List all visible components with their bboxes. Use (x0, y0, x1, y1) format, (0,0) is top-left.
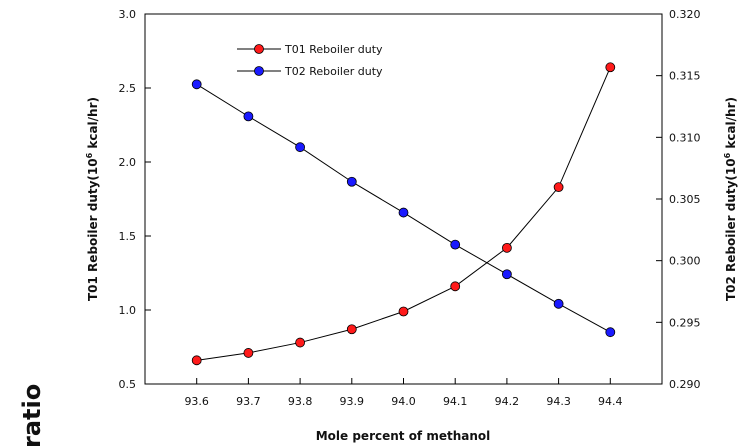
y-right-tick-label: 0.305 (669, 193, 701, 206)
y-right-tick-label: 0.320 (669, 8, 701, 21)
series-1-point (450, 281, 461, 292)
legend-marker-t01 (254, 44, 264, 54)
y-left-label-exp: 6 (85, 152, 94, 158)
series-1-point (398, 306, 409, 317)
series-1-point (191, 355, 202, 366)
y-right-axis-title: T02 Reboiler duty(106 kcal/hr) (723, 97, 738, 301)
y-left-label-suffix: kcal/hr) (86, 97, 100, 153)
x-tick-label: 93.8 (288, 395, 313, 408)
series-2-point (605, 327, 616, 338)
series-2-point (501, 269, 512, 280)
series-1-point (346, 324, 357, 335)
legend-label-t02: T02 Reboiler duty (284, 65, 383, 78)
series-1-point (605, 62, 616, 73)
plot-frame (144, 13, 663, 385)
series-2-point (398, 207, 409, 218)
legend-label-t01: T01 Reboiler duty (284, 43, 383, 56)
x-tick-label: 94.2 (495, 395, 520, 408)
y-left-tick-label: 2.5 (119, 82, 137, 95)
x-tick-label: 93.6 (184, 395, 209, 408)
x-tick-label: 94.1 (443, 395, 468, 408)
y-right-tick-label: 0.300 (669, 255, 701, 268)
x-tick-label: 94.4 (598, 395, 623, 408)
x-tick-label: 94.0 (391, 395, 416, 408)
series-2-point (553, 298, 564, 309)
legend: T01 Reboiler duty T02 Reboiler duty (237, 43, 383, 78)
series-2-point (346, 176, 357, 187)
series-1-point (553, 182, 564, 193)
ticks: 93.6 93.7 93.8 93.9 94.0 94.1 94.2 94.3 94.4 0.5 1… (119, 8, 701, 408)
y-left-tick-label: 0.5 (119, 378, 137, 391)
y-left-tick-label: 2.0 (119, 156, 137, 169)
y-left-label-prefix: T01 Reboiler duty(10 (86, 158, 100, 301)
x-tick-label: 93.9 (340, 395, 365, 408)
series-1-point (243, 348, 254, 358)
y-right-label-exp: 6 (723, 152, 732, 158)
series-markers (191, 62, 616, 366)
series-2-point (450, 239, 461, 250)
series-2-point (295, 142, 306, 153)
series-1-point (295, 337, 306, 348)
y-right-label-suffix: kcal/hr) (724, 97, 738, 153)
side-text: ratio (18, 383, 46, 448)
y-left-axis-title: T01 Reboiler duty(106 kcal/hr) (85, 97, 100, 301)
y-right-tick-label: 0.310 (669, 131, 701, 144)
x-tick-label: 93.7 (236, 395, 261, 408)
y-right-tick-label: 0.290 (669, 378, 701, 391)
y-right-tick-label: 0.295 (669, 316, 701, 329)
legend-marker-t02 (254, 66, 264, 76)
y-left-tick-label: 1.0 (119, 304, 137, 317)
y-right-label-prefix: T02 Reboiler duty(10 (724, 158, 738, 301)
x-axis-title: Mole percent of methanol (316, 429, 491, 443)
x-tick-label: 94.3 (546, 395, 571, 408)
y-right-tick-label: 0.315 (669, 70, 701, 83)
series-2-point (243, 111, 254, 122)
y-left-tick-label: 1.5 (119, 230, 137, 243)
y-left-tick-label: 3.0 (119, 8, 137, 21)
series-1-point (501, 242, 512, 253)
series-2-point (191, 79, 202, 90)
